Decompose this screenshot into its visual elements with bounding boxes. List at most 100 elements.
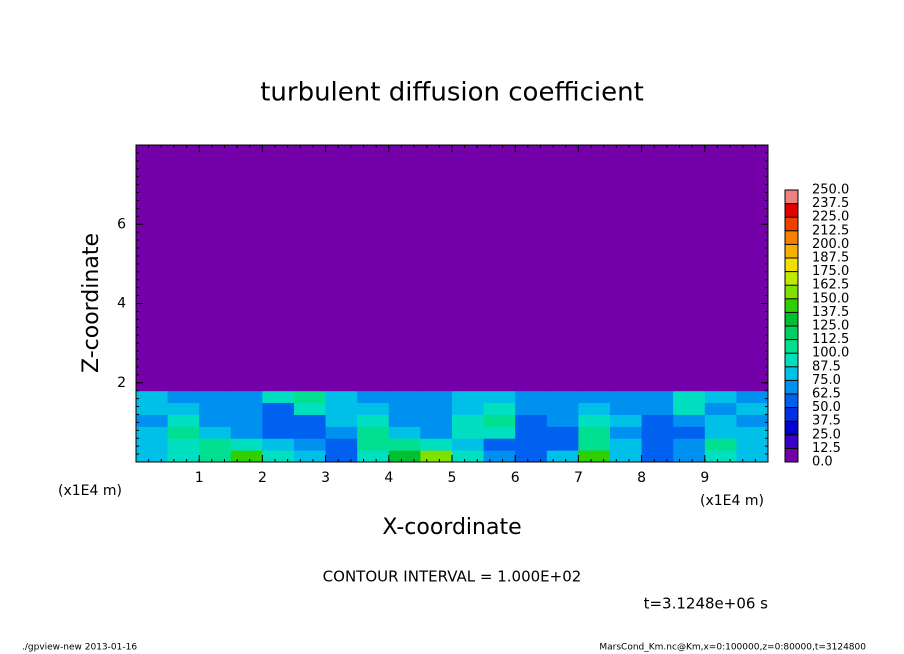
colorbar-swatch — [785, 407, 798, 422]
cell — [515, 145, 548, 392]
cell — [641, 438, 674, 451]
x-tick-label: 5 — [448, 470, 457, 486]
time-label: t=3.1248e+06 s — [644, 595, 769, 613]
colorbar-label: 75.0 — [812, 373, 841, 388]
colorbar-label: 212.5 — [812, 223, 849, 238]
colorbar-label: 225.0 — [812, 210, 849, 225]
cell — [294, 450, 327, 463]
colorbar-swatch — [785, 230, 798, 245]
colorbar-swatch — [785, 312, 798, 326]
x-axis-label: X-coordinate — [382, 515, 521, 540]
cell — [262, 414, 295, 427]
cell — [167, 402, 200, 415]
cell — [641, 145, 674, 392]
colorbar-label: 100.0 — [812, 346, 849, 361]
cell — [357, 390, 390, 404]
colorbar-swatch — [785, 353, 798, 367]
cell — [483, 450, 516, 463]
colorbar-swatch — [785, 421, 798, 435]
cell — [546, 390, 579, 404]
cell — [704, 450, 737, 463]
cell — [483, 414, 516, 427]
cell — [388, 390, 421, 404]
cell — [515, 402, 548, 415]
cell — [199, 450, 232, 463]
cell — [704, 426, 737, 439]
cell — [610, 426, 643, 439]
cell — [578, 450, 611, 463]
colorbar-label: 150.0 — [812, 291, 849, 306]
cell — [704, 402, 737, 415]
cell — [199, 390, 232, 404]
colorbar-swatch — [785, 258, 798, 272]
cell — [199, 438, 232, 451]
colorbar-label: 125.0 — [812, 319, 849, 334]
chart-title: turbulent diffusion coefficient — [260, 78, 644, 108]
cell — [294, 402, 327, 415]
x-tick-label: 2 — [258, 470, 267, 486]
colorbar-swatch — [785, 190, 798, 204]
colorbar-swatch — [785, 326, 798, 340]
cell — [546, 438, 579, 451]
cell — [515, 438, 548, 451]
cell — [230, 426, 263, 439]
cell — [578, 402, 611, 415]
cell — [136, 390, 169, 404]
cell — [294, 390, 327, 404]
cell — [515, 450, 548, 463]
cell — [199, 145, 232, 392]
colorbar-label: 12.5 — [812, 441, 841, 456]
cell — [641, 426, 674, 439]
cell — [167, 450, 200, 463]
cell — [357, 450, 390, 463]
cell — [736, 426, 769, 439]
cell — [262, 390, 295, 404]
cell — [736, 390, 769, 404]
cell — [167, 390, 200, 404]
cell — [673, 426, 706, 439]
cell — [230, 145, 263, 392]
cell — [483, 145, 516, 392]
cell — [641, 402, 674, 415]
contour-interval: CONTOUR INTERVAL = 1.000E+02 — [323, 568, 582, 586]
cell — [641, 390, 674, 404]
cell — [546, 426, 579, 439]
x-tick-label: 4 — [384, 470, 393, 486]
x-tick-label: 8 — [637, 470, 646, 486]
colorbar-label: 50.0 — [812, 400, 841, 415]
cell — [704, 390, 737, 404]
cell — [262, 426, 295, 439]
cell — [736, 145, 769, 392]
cell — [388, 414, 421, 427]
cell — [673, 145, 706, 392]
cell — [388, 145, 421, 392]
cell — [610, 402, 643, 415]
footer-left: ./gpview-new 2013-01-16 — [22, 643, 137, 653]
colorbar-label: 162.5 — [812, 278, 849, 293]
x-tick-label: 7 — [574, 470, 583, 486]
y-tick-label: 4 — [117, 296, 126, 312]
cell — [704, 145, 737, 392]
cell — [230, 414, 263, 427]
colorbar-label: 137.5 — [812, 305, 849, 320]
cell — [452, 450, 485, 463]
y-tick-label: 2 — [117, 375, 126, 391]
cell — [578, 390, 611, 404]
cell — [452, 426, 485, 439]
cell — [546, 414, 579, 427]
cell — [294, 145, 327, 392]
cell — [483, 390, 516, 404]
cell — [578, 438, 611, 451]
x-unit: (x1E4 m) — [700, 493, 764, 509]
colorbar-swatch — [785, 217, 798, 231]
cell — [610, 414, 643, 427]
cell — [136, 402, 169, 415]
colorbar-swatch — [785, 366, 798, 381]
cell — [420, 414, 453, 427]
cell — [673, 390, 706, 404]
cell — [610, 145, 643, 392]
cell — [483, 426, 516, 439]
colorbar-swatch — [785, 298, 798, 313]
cell — [199, 426, 232, 439]
